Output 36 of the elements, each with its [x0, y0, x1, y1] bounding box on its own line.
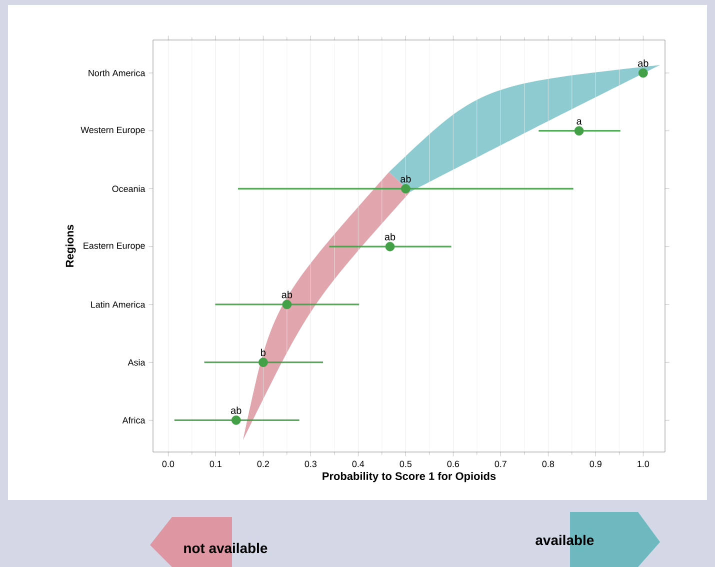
- y-tick-label: Eastern Europe: [84, 242, 145, 251]
- x-tick-label: 0.6: [447, 460, 460, 468]
- annotation: ab: [384, 233, 396, 240]
- point: [282, 300, 292, 310]
- y-tick-label: Latin America: [91, 301, 146, 308]
- x-tick-label: 0.0: [162, 460, 174, 468]
- x-tick-label: 0.1: [210, 460, 222, 468]
- x-tick-label: 0.9: [590, 460, 602, 468]
- annotation: b: [261, 348, 266, 356]
- y-tick-label: Africa: [122, 416, 146, 424]
- y-axis-title: Regions: [66, 224, 76, 267]
- x-tick-label: 1.0: [638, 460, 650, 468]
- y-tick-label: Western Europe: [80, 126, 145, 135]
- x-tick-label: 0.8: [542, 460, 554, 468]
- point: [574, 126, 584, 136]
- x-tick-label: 0.5: [400, 460, 412, 468]
- y-tick-label: Oceania: [112, 185, 146, 192]
- annotation: ab: [282, 290, 292, 298]
- annotation: ab: [400, 175, 411, 183]
- x-axis-title: Probability to Score 1 for Opioids: [322, 472, 496, 482]
- point: [400, 184, 410, 194]
- annotation: ab: [231, 406, 242, 414]
- x-tick-label: 0.3: [304, 460, 317, 468]
- x-tick-label: 0.4: [352, 460, 364, 468]
- y-tick-label: Asia: [128, 359, 146, 366]
- point: [258, 358, 268, 368]
- text: available: [536, 534, 594, 546]
- annotation: ab: [638, 59, 648, 67]
- text: not available: [184, 542, 268, 554]
- point: [385, 242, 395, 252]
- point: [231, 415, 241, 425]
- x-tick-label: 0.2: [257, 460, 269, 468]
- point: [638, 68, 648, 78]
- y-tick-label: North America: [88, 70, 146, 76]
- annotation: a: [576, 119, 582, 125]
- x-tick-label: 0.7: [494, 460, 506, 468]
